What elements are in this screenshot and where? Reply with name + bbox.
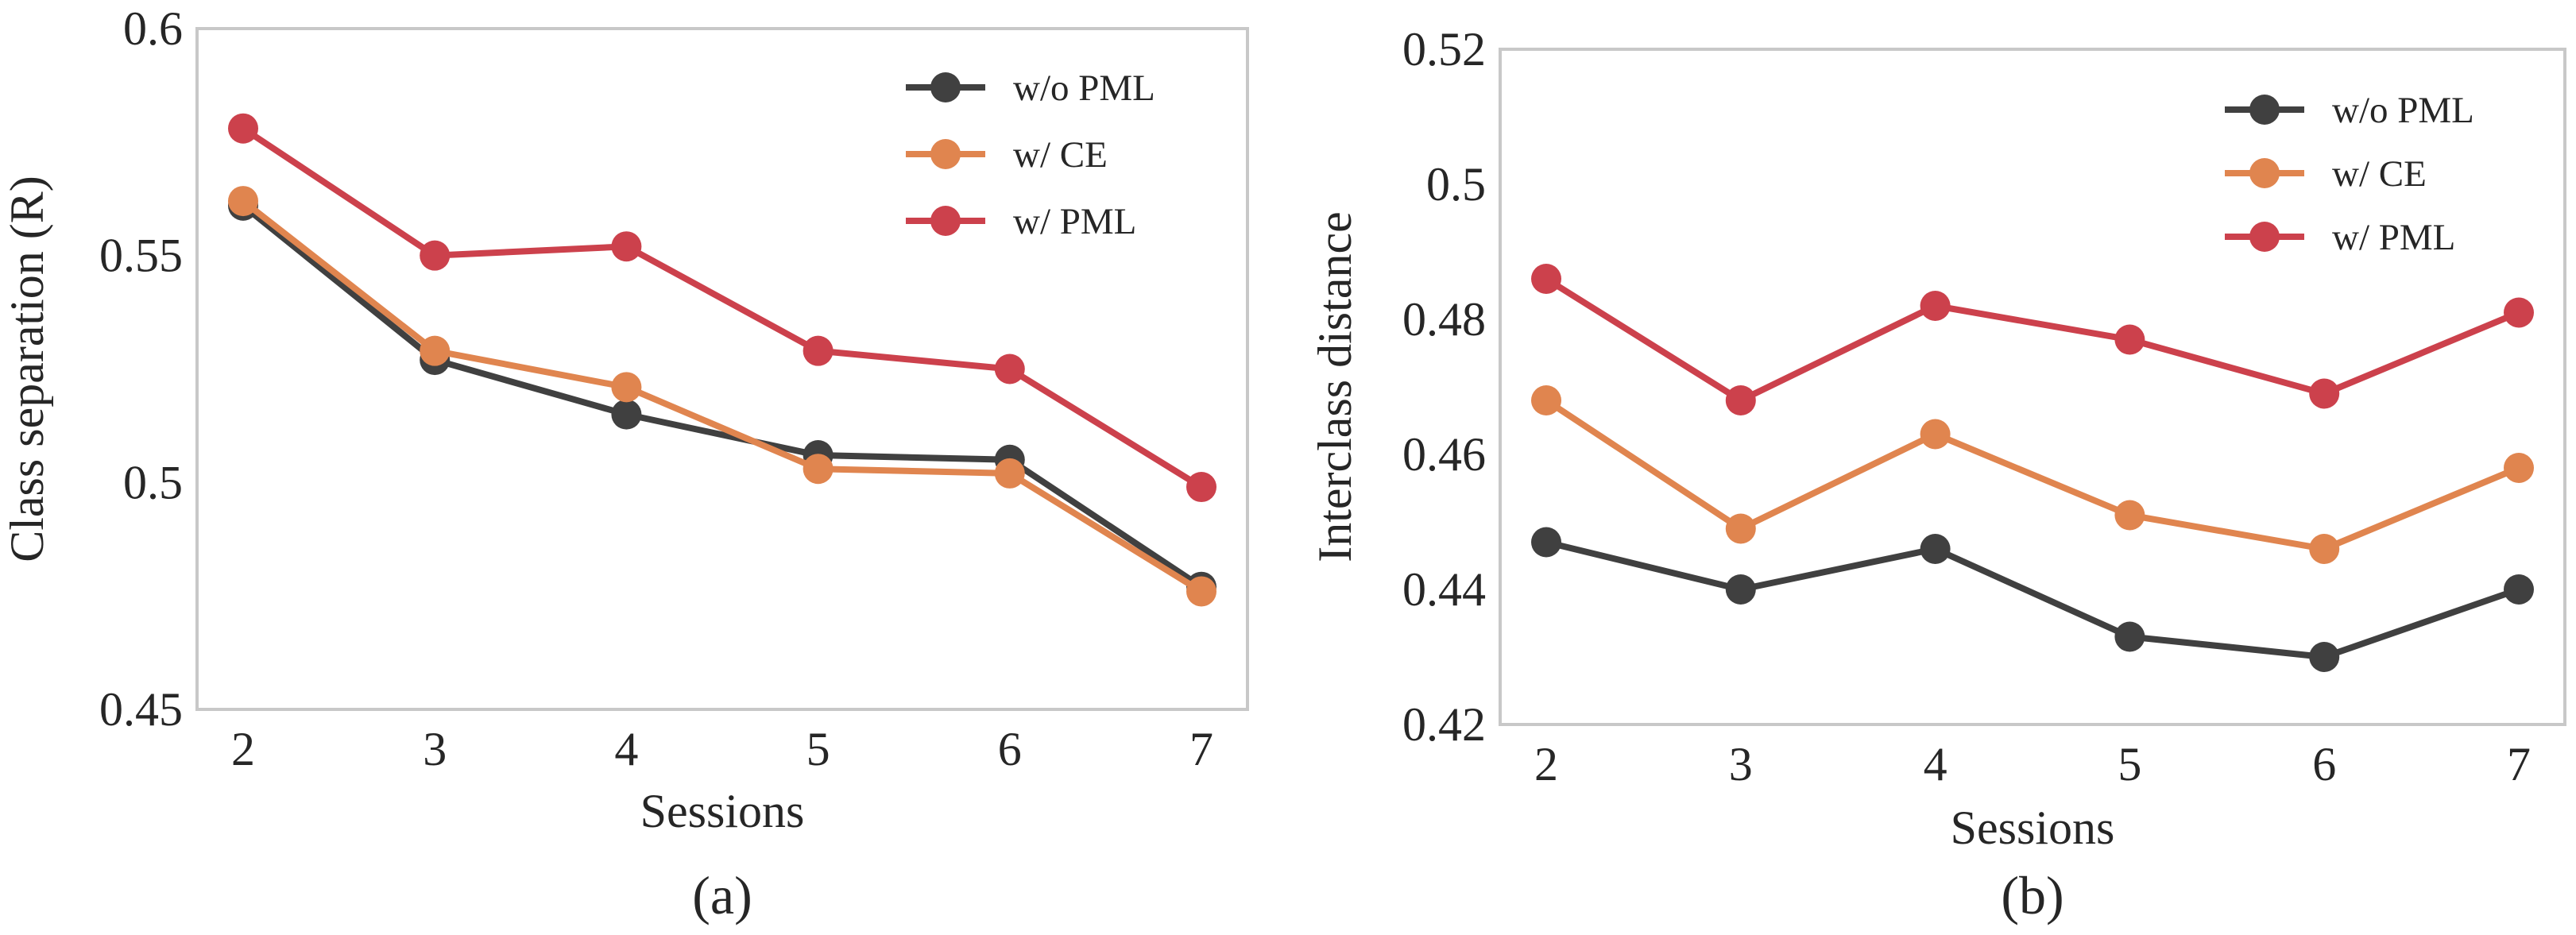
series-line-w-pml <box>1544 276 2520 404</box>
chart-panel-a: 0.45 0.5 0.55 0.6 2 3 4 5 6 7 Sessions Class separa… <box>1 2 1249 925</box>
data-point-w-pml <box>611 231 642 262</box>
series-line-w-o-pml <box>241 203 1204 590</box>
x-tick-label: 2 <box>231 723 255 775</box>
x-axis-label: Sessions <box>640 785 805 837</box>
legend-marker <box>930 72 961 102</box>
data-point-w-pml <box>2309 378 2340 409</box>
legend-marker <box>2249 158 2280 188</box>
data-point-w-ce <box>1531 385 1561 415</box>
data-point-w-o-pml <box>1920 534 1951 564</box>
data-point-w-pml <box>1531 264 1561 294</box>
data-point-w-ce <box>803 454 834 485</box>
y-tick-label: 0.55 <box>99 230 183 282</box>
data-point-w-pml <box>1920 291 1951 321</box>
data-point-w-ce <box>1725 513 1756 544</box>
legend-label: w/ PML <box>2332 217 2455 258</box>
x-axis-label: Sessions <box>1951 802 2115 854</box>
x-tick-label: 4 <box>1924 738 1947 790</box>
x-tick-label: 5 <box>2118 738 2141 790</box>
data-point-w-o-pml <box>2504 574 2534 605</box>
series-line-w-pml <box>241 126 1204 490</box>
legend-label: w/ CE <box>2332 153 2427 195</box>
data-point-w-pml <box>2114 324 2145 355</box>
data-point-w-ce <box>994 458 1025 489</box>
data-point-w-ce <box>1920 419 1951 450</box>
x-tick-label: 6 <box>2312 738 2336 790</box>
y-tick-label: 0.48 <box>1402 293 1486 346</box>
series-line-w-o-pml <box>1545 539 2520 660</box>
data-point-w-pml <box>1186 472 1216 503</box>
data-point-w-ce <box>2309 534 2340 564</box>
data-point-w-o-pml <box>1531 527 1561 558</box>
data-point-w-ce <box>2504 453 2534 483</box>
data-point-w-o-pml <box>611 399 642 430</box>
data-point-w-pml <box>420 240 451 271</box>
x-tick-label: 2 <box>1534 738 1558 790</box>
legend-marker <box>930 139 961 169</box>
x-tick-label: 3 <box>423 723 447 775</box>
y-tick-label: 0.52 <box>1402 23 1486 75</box>
plot-frame <box>195 27 1249 711</box>
chart-panel-b: 0.42 0.44 0.46 0.48 0.5 0.52 2 3 4 5 6 7 Sessions Int… <box>1309 23 2566 925</box>
panel-caption: (b) <box>2001 865 2064 925</box>
legend-label: w/ PML <box>1013 201 1136 242</box>
x-tick-label: 7 <box>1189 723 1213 775</box>
x-tick-label: 6 <box>998 723 1022 775</box>
y-axis-label: Interclass distance <box>1309 211 1361 562</box>
x-tick-label: 3 <box>1729 738 1753 790</box>
y-tick-label: 0.44 <box>1402 563 1486 616</box>
y-tick-label: 0.5 <box>123 456 183 508</box>
data-point-w-ce <box>420 335 451 366</box>
data-point-w-o-pml <box>1725 574 1756 605</box>
x-tick-label: 4 <box>614 723 638 775</box>
legend-marker <box>930 206 961 236</box>
legend-marker <box>2249 95 2280 125</box>
data-point-w-pml <box>2504 297 2534 328</box>
data-point-w-ce <box>2114 500 2145 531</box>
legend-marker <box>2249 222 2280 252</box>
y-tick-label: 0.42 <box>1402 698 1486 751</box>
y-tick-label: 0.46 <box>1402 428 1486 481</box>
plot-frame <box>1499 48 2566 726</box>
series-line-w-ce <box>1544 397 2520 552</box>
data-point-w-ce <box>228 186 258 217</box>
legend-label: w/o PML <box>1013 68 1155 109</box>
y-tick-label: 0.45 <box>99 683 183 736</box>
data-point-w-o-pml <box>2114 621 2145 652</box>
data-point-w-pml <box>994 354 1025 384</box>
y-tick-label: 0.6 <box>123 2 183 55</box>
data-point-w-ce <box>611 372 642 403</box>
series-line-w-ce <box>241 198 1204 594</box>
legend-label: w/ CE <box>1013 134 1108 176</box>
legend-label: w/o PML <box>2332 90 2474 131</box>
data-point-w-ce <box>1186 576 1216 607</box>
data-point-w-pml <box>803 335 834 366</box>
data-point-w-pml <box>228 113 258 144</box>
x-tick-label: 7 <box>2507 738 2531 790</box>
data-point-w-pml <box>1725 385 1756 415</box>
panel-caption: (a) <box>692 865 752 925</box>
data-point-w-o-pml <box>2309 642 2340 672</box>
x-tick-label: 5 <box>806 723 830 775</box>
y-axis-label: Class separation (R) <box>1 176 53 562</box>
y-tick-label: 0.5 <box>1426 158 1486 211</box>
